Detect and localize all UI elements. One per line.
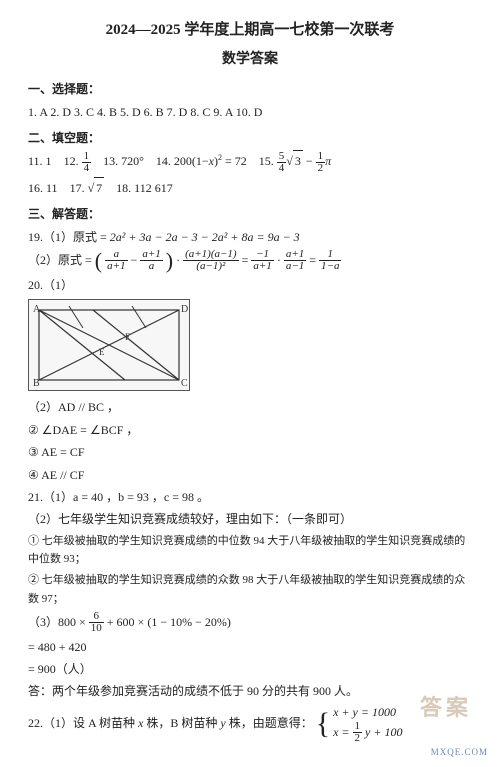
q21-2: （2）七年级学生知识竞赛成绩较好，理由如下：（一条即可） [28, 509, 472, 529]
q14-pre: 14. [156, 154, 171, 168]
q22-system: x + y = 1000 x = 12 y + 100 [333, 704, 402, 745]
q16: 16. 11 [28, 181, 58, 195]
q17-pre: 17. [70, 181, 85, 195]
svg-text:A: A [33, 304, 41, 315]
section-select-title: 一、选择题： [28, 79, 472, 99]
svg-text:F: F [125, 332, 130, 342]
q14-expr: 200(1−x)2 = 72 [174, 154, 250, 168]
q17-sqrt: √7 [88, 177, 105, 198]
q13: 13. 720° [103, 154, 144, 168]
q20-3: ② ∠DAE = ∠BCF ， [28, 420, 472, 440]
svg-text:E: E [99, 347, 105, 357]
q15-b: 1 2 [316, 151, 326, 175]
q21-7: = 900（人） [28, 659, 472, 679]
q19-1: 19.（1）原式 = 2a² + 3a − 2a − 3 − 2a² + 8a … [28, 227, 472, 247]
q15-a: 5 4 [277, 151, 287, 175]
page-title: 2024—2025 学年度上期高一七校第一次联考 [28, 18, 472, 44]
q21-5: （3）800 × 610 + 600 × (1 − 10% − 20%) [28, 611, 472, 635]
q11: 11. 1 [28, 154, 52, 168]
q20-2: （2）AD // BC ， [28, 397, 472, 417]
q15-sqrt: √3 [286, 150, 303, 171]
page-subtitle: 数学答案 [28, 48, 472, 72]
fill-row-1: 11. 1 12. 1 4 13. 720° 14. 200(1−x)2 = 7… [28, 150, 472, 174]
q20-5: ④ AE // CF [28, 465, 472, 485]
q22-1: 22.（1）设 A 树苗种 x 株，B 树苗种 y 株，由题意得： { x + … [28, 704, 472, 745]
q21-6: = 480 + 420 [28, 637, 472, 657]
q21-1: 21.（1）a = 40 ，b = 93 ，c = 98 。 [28, 487, 472, 507]
fill-row-2: 16. 11 17. √7 18. 112 617 [28, 177, 472, 198]
q15-pre: 15. [259, 154, 274, 168]
q20-1: 20.（1） [28, 275, 472, 295]
brace-icon: { [316, 715, 330, 733]
q19-2: （2）原式 = ( aa+1 − a+1a ) · (a+1)(a−1)(a−1… [28, 249, 472, 273]
section-solve-title: 三、解答题： [28, 204, 472, 224]
q20-4: ③ AE = CF [28, 442, 472, 462]
q12-frac: 1 4 [82, 151, 92, 175]
q18: 18. 112 617 [116, 181, 173, 195]
q12-pre: 12. [64, 154, 79, 168]
q20-figure: A D B C E F [28, 299, 190, 391]
footer-mark: MXQE.COM [431, 745, 488, 760]
q20-svg: A D B C E F [29, 300, 189, 390]
svg-text:D: D [181, 304, 188, 315]
section-fill-title: 二、填空题： [28, 128, 472, 148]
page: 2024—2025 学年度上期高一七校第一次联考 数学答案 一、选择题： 1. … [0, 0, 500, 767]
q21-4: ② 七年级被抽取的学生知识竞赛成绩的众数 98 大于八年级被抽取的学生知识竞赛成… [28, 571, 472, 608]
svg-text:C: C [181, 378, 188, 389]
q21-3: ① 七年级被抽取的学生知识竞赛成绩的中位数 94 大于八年级被抽取的学生知识竞赛… [28, 532, 472, 569]
select-answers: 1. A 2. D 3. C 4. B 5. D 6. B 7. D 8. C … [28, 102, 472, 122]
q21-8: 答：两个年级参加竞赛活动的成绩不低于 90 分的共有 900 人。 [28, 681, 472, 701]
svg-text:B: B [33, 378, 40, 389]
